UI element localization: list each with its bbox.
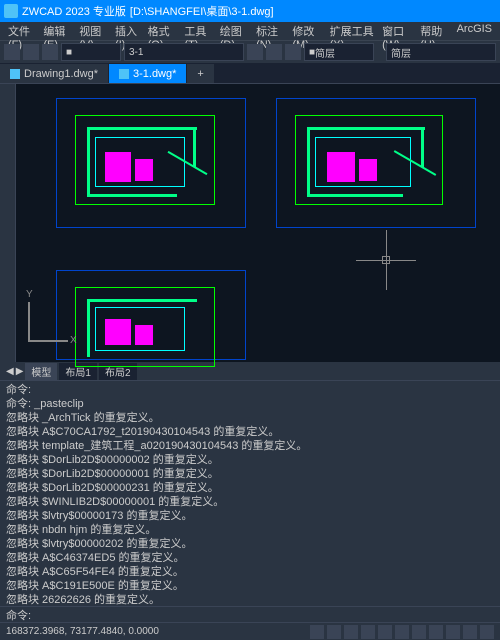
command-line: 忽略块 nbdn hjm 的重复定义。 — [6, 523, 494, 537]
command-line: 忽略块 $DorLib2D$00000231 的重复定义。 — [6, 481, 494, 495]
command-line: 忽略块 A$C191E500E 的重复定义。 — [6, 579, 494, 593]
menu-item[interactable]: 文件(F) — [4, 22, 39, 40]
menu-item[interactable]: 修改(M) — [288, 22, 325, 40]
viewport[interactable] — [56, 98, 246, 228]
drawing-canvas[interactable]: YX — [16, 84, 500, 362]
otrack-toggle[interactable] — [395, 625, 409, 639]
lwt-toggle[interactable] — [412, 625, 426, 639]
menu-item[interactable]: 标注(N) — [252, 22, 288, 40]
tab-label: Drawing1.dwg* — [24, 68, 98, 80]
document-tab[interactable]: Drawing1.dwg* — [0, 64, 109, 83]
model-tab[interactable]: 模型 — [25, 363, 57, 380]
workspace: YX — [0, 84, 500, 362]
command-line: 忽略块 $DorLib2D$00000002 的重复定义。 — [6, 453, 494, 467]
document-tab[interactable]: 3-1.dwg* — [109, 64, 187, 83]
drawing-content — [285, 107, 467, 219]
status-bar: 168372.3968, 73177.4840, 0.0000 — [0, 622, 500, 640]
menu-item[interactable]: 窗口(W) — [378, 22, 416, 40]
command-line: 忽略块 A$C65F54FE4 的重复定义。 — [6, 565, 494, 579]
menu-item[interactable]: 帮助(H) — [416, 22, 452, 40]
command-line: 忽略块 $lvtry$00000173 的重复定义。 — [6, 509, 494, 523]
command-line: 忽略块 26262626 的重复定义。 — [6, 593, 494, 606]
snap-toggle[interactable] — [310, 625, 324, 639]
command-line: 命令: _pasteclip — [6, 397, 494, 411]
drawing-content — [65, 107, 237, 219]
menu-item[interactable]: 插入(I) — [111, 22, 144, 40]
tab-nav-icon[interactable]: ▶ — [16, 366, 24, 377]
command-line: 忽略块 $lvtry$00000202 的重复定义。 — [6, 537, 494, 551]
status-buttons — [310, 625, 494, 639]
command-line: 忽略块 _ArchTick 的重复定义。 — [6, 411, 494, 425]
command-line: 忽略块 A$C46374ED5 的重复定义。 — [6, 551, 494, 565]
drawing-content — [65, 279, 237, 351]
left-toolbar[interactable] — [0, 84, 16, 362]
menu-item[interactable]: ArcGIS — [453, 22, 496, 40]
menu-item[interactable]: 视图(V) — [75, 22, 111, 40]
tool-icon[interactable] — [266, 44, 282, 60]
app-icon — [4, 4, 18, 18]
viewport[interactable] — [56, 270, 246, 360]
status-btn[interactable] — [446, 625, 460, 639]
layer-color-combo[interactable]: ■ — [61, 43, 121, 61]
grid-toggle[interactable] — [327, 625, 341, 639]
tab-nav-icon[interactable]: ◀ — [6, 366, 14, 377]
menu-bar: 文件(F)编辑(E)视图(V)插入(I)格式(O)工具(T)绘图(D)标注(N)… — [0, 22, 500, 40]
status-btn[interactable] — [463, 625, 477, 639]
tool-icon[interactable] — [285, 44, 301, 60]
command-history[interactable]: 命令:命令: _pasteclip忽略块 _ArchTick 的重复定义。忽略块… — [0, 380, 500, 606]
viewport[interactable] — [276, 98, 476, 228]
new-tab-button[interactable]: + — [187, 64, 214, 83]
menu-item[interactable]: 格式(O) — [144, 22, 181, 40]
tool-icon[interactable] — [247, 44, 263, 60]
open-icon[interactable] — [23, 44, 39, 60]
toolbar-main: ■ 3-1 ■ 简层 简层 — [0, 40, 500, 64]
color-combo[interactable]: ■ 简层 — [304, 43, 374, 61]
command-line: 忽略块 $WINLIB2D$00000001 的重复定义。 — [6, 495, 494, 509]
file-icon — [10, 69, 20, 79]
osnap-toggle[interactable] — [378, 625, 392, 639]
ortho-toggle[interactable] — [344, 625, 358, 639]
command-line: 命令: — [6, 383, 494, 397]
coordinates: 168372.3968, 73177.4840, 0.0000 — [6, 626, 159, 637]
doc-title: [D:\SHANGFEI\桌面\3-1.dwg] — [130, 3, 274, 19]
tab-label: 3-1.dwg* — [133, 68, 176, 80]
status-btn[interactable] — [480, 625, 494, 639]
document-tabs: Drawing1.dwg* 3-1.dwg* + — [0, 64, 500, 84]
command-line: 忽略块 $DorLib2D$00000001 的重复定义。 — [6, 467, 494, 481]
layer-name-combo[interactable]: 3-1 — [124, 43, 244, 61]
file-icon — [119, 69, 129, 79]
menu-item[interactable]: 扩展工具(X) — [326, 22, 379, 40]
app-title: ZWCAD 2023 专业版 — [22, 3, 126, 19]
menu-item[interactable]: 工具(T) — [180, 22, 215, 40]
menu-item[interactable]: 绘图(D) — [216, 22, 252, 40]
command-line: 忽略块 template_建筑工程_a020190430104543 的重复定义… — [6, 439, 494, 453]
polar-toggle[interactable] — [361, 625, 375, 639]
menu-item[interactable]: 编辑(E) — [39, 22, 75, 40]
linetype-combo[interactable]: 简层 — [386, 43, 496, 61]
command-line: 忽略块 A$C70CA1792_t20190430104543 的重复定义。 — [6, 425, 494, 439]
model-toggle[interactable] — [429, 625, 443, 639]
save-icon[interactable] — [42, 44, 58, 60]
new-icon[interactable] — [4, 44, 20, 60]
title-bar: ZWCAD 2023 专业版 [D:\SHANGFEI\桌面\3-1.dwg] — [0, 0, 500, 22]
